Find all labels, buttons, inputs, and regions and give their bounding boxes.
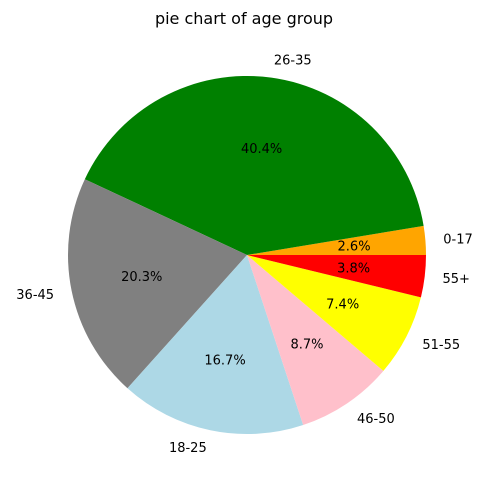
slice-label-46-50: 46-50 — [357, 412, 395, 427]
pie-labels: 0-17 2.6% 26-35 40.4% 36-45 20.3% 18-25 16.7% 46… — [16, 53, 472, 456]
slice-percent-46-50: 8.7% — [290, 338, 323, 353]
pie-slice-36-45 — [68, 179, 247, 389]
pie-slice-0-17 — [247, 225, 426, 255]
chart-title: pie chart of age group — [155, 9, 333, 28]
slice-label-36-45: 36-45 — [16, 288, 54, 303]
slice-percent-0-17: 2.6% — [338, 240, 371, 255]
pie-slice-18-25 — [127, 255, 304, 434]
slice-percent-55+: 3.8% — [337, 261, 370, 276]
slice-label-0-17: 0-17 — [443, 232, 473, 247]
slice-percent-18-25: 16.7% — [204, 354, 245, 369]
slice-percent-26-35: 40.4% — [241, 142, 282, 157]
pie-slice-51-55 — [247, 255, 421, 371]
slice-label-51-55: 51-55 — [422, 338, 460, 353]
slice-label-18-25: 18-25 — [169, 441, 207, 456]
slice-percent-51-55: 7.4% — [326, 297, 359, 312]
slice-label-26-35: 26-35 — [274, 53, 312, 68]
slice-label-55+: 55+ — [442, 272, 469, 287]
slice-percent-36-45: 20.3% — [121, 270, 162, 285]
pie-slice-55+ — [247, 255, 426, 298]
pie-slice-46-50 — [247, 255, 384, 425]
pie-slice-26-35 — [84, 75, 424, 255]
pie-slices — [68, 75, 426, 434]
